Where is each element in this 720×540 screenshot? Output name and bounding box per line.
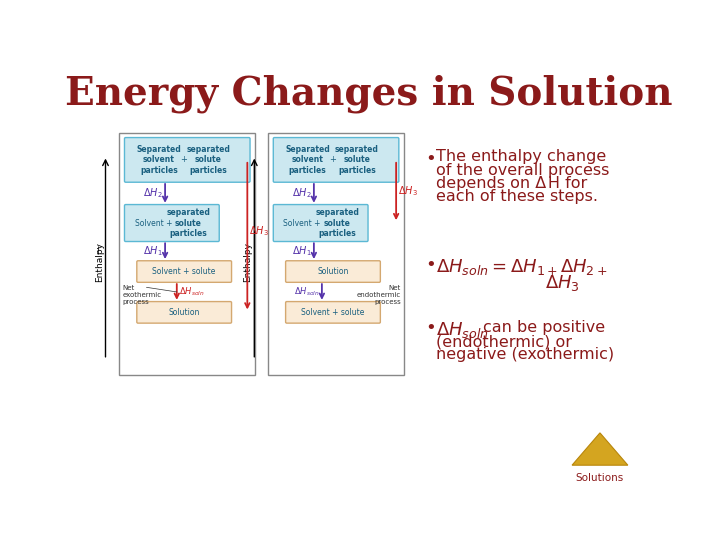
Text: $\Delta H_2$: $\Delta H_2$ xyxy=(143,186,163,200)
FancyBboxPatch shape xyxy=(286,261,380,282)
Text: negative (exothermic): negative (exothermic) xyxy=(436,347,613,362)
Text: separated
solute
particles: separated solute particles xyxy=(166,208,210,238)
Text: Separated
solvent
particles: Separated solvent particles xyxy=(137,145,181,175)
Text: Net
exothermic
process: Net exothermic process xyxy=(122,285,162,305)
Text: separated
solute
particles: separated solute particles xyxy=(315,208,359,238)
Text: The enthalpy change: The enthalpy change xyxy=(436,150,606,165)
Text: Separated
solvent
particles: Separated solvent particles xyxy=(285,145,330,175)
Text: Solvent +: Solvent + xyxy=(284,219,321,227)
Text: (endothermic) or: (endothermic) or xyxy=(436,334,572,349)
Text: Enthalpy: Enthalpy xyxy=(243,241,253,281)
Text: Solvent +: Solvent + xyxy=(135,219,172,227)
Polygon shape xyxy=(572,433,628,465)
Bar xyxy=(120,132,255,375)
Text: $\Delta H_1$: $\Delta H_1$ xyxy=(143,244,163,258)
Text: Energy Changes in Solution: Energy Changes in Solution xyxy=(66,75,672,113)
Text: separated
solute
particles: separated solute particles xyxy=(186,145,230,175)
FancyBboxPatch shape xyxy=(137,261,232,282)
Text: $\Delta H_2$: $\Delta H_2$ xyxy=(292,186,312,200)
Text: $\Delta H_3$: $\Delta H_3$ xyxy=(249,225,269,238)
Text: Solvent + solute: Solvent + solute xyxy=(153,267,216,276)
Text: —: — xyxy=(95,246,104,254)
Text: $\Delta H_{soln}$: $\Delta H_{soln}$ xyxy=(436,320,488,340)
Text: $\Delta H_3$: $\Delta H_3$ xyxy=(397,185,418,198)
Text: depends on Δ H for: depends on Δ H for xyxy=(436,176,587,191)
Text: separated
solute
particles: separated solute particles xyxy=(335,145,379,175)
Text: Solution: Solution xyxy=(168,308,200,317)
FancyBboxPatch shape xyxy=(125,205,219,241)
Text: •: • xyxy=(425,319,436,337)
FancyBboxPatch shape xyxy=(274,138,399,182)
FancyBboxPatch shape xyxy=(137,301,232,323)
FancyBboxPatch shape xyxy=(274,205,368,241)
Text: of the overall process: of the overall process xyxy=(436,163,609,178)
Text: Solutions: Solutions xyxy=(576,473,624,483)
Text: Solution: Solution xyxy=(318,267,348,276)
Text: each of these steps.: each of these steps. xyxy=(436,189,598,204)
Text: $\Delta H_{soln}$: $\Delta H_{soln}$ xyxy=(294,286,320,298)
Text: •: • xyxy=(425,256,436,274)
Text: $\Delta H_1$: $\Delta H_1$ xyxy=(292,244,312,258)
Text: +: + xyxy=(329,156,336,164)
FancyBboxPatch shape xyxy=(286,301,380,323)
Text: Solvent + solute: Solvent + solute xyxy=(301,308,364,317)
Text: Net
endothermic
process: Net endothermic process xyxy=(356,285,401,305)
Text: —: — xyxy=(243,246,253,254)
Text: $\Delta H_3$: $\Delta H_3$ xyxy=(545,273,580,293)
Text: $\Delta H_{soln}$: $\Delta H_{soln}$ xyxy=(179,286,204,298)
Text: •: • xyxy=(425,150,436,167)
Bar xyxy=(269,132,404,375)
Text: $\Delta H_{soln}$$ = \Delta H_{1+} \Delta H_{2+}$: $\Delta H_{soln}$$ = \Delta H_{1+} \Delt… xyxy=(436,257,607,278)
Text: Enthalpy: Enthalpy xyxy=(95,241,104,281)
Text: +: + xyxy=(180,156,187,164)
Text: can be positive: can be positive xyxy=(483,320,605,335)
FancyBboxPatch shape xyxy=(125,138,250,182)
